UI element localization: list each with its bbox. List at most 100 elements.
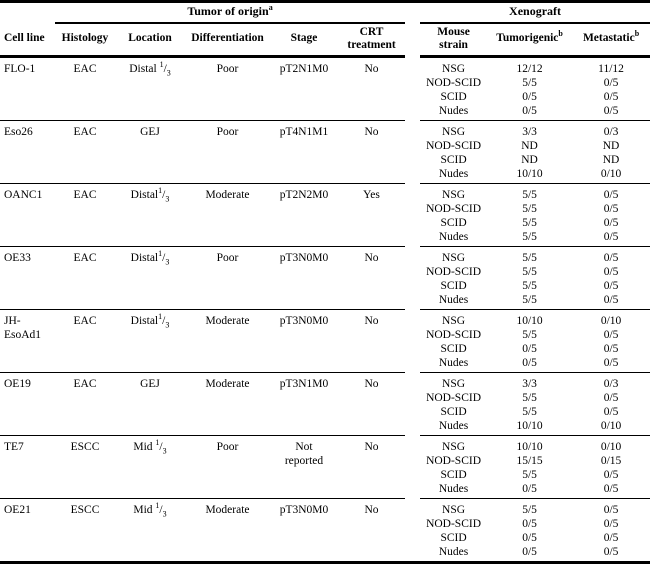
tumorigenic-value: 3/3 [522, 377, 537, 390]
histology-value: EAC [55, 55, 115, 120]
tumorigenic-value: 5/5 [522, 391, 537, 404]
metastatic-values: 0/5 0/5 0/5 0/5 [572, 497, 650, 564]
table-row: FLO-1 EAC Distal 1/3 Poor pT2N1M0 No NSG NOD-SC… [0, 55, 650, 120]
tumorigenic-value: 5/5 [522, 251, 537, 264]
metastatic-values: 0/3 ND ND 0/10 [572, 119, 650, 183]
metastatic-value: ND [602, 139, 620, 152]
stage-value: pT3N1M0 [270, 371, 338, 435]
metastatic-value: 0/5 [603, 531, 619, 544]
mouse-strain-value: Nudes [438, 167, 469, 180]
mouse-strain-value: SCID [440, 405, 467, 418]
mouse-strain-value: SCID [440, 468, 467, 481]
tumorigenic-value: 0/5 [522, 545, 537, 558]
crt-treatment-value: Yes [338, 182, 406, 246]
cell-line-name: FLO-1 [0, 55, 55, 120]
tumorigenic-values: 5/5 5/5 5/5 5/5 [487, 182, 573, 246]
table-row: OE21 ESCC Mid 1/3 Moderate pT3N0M0 No NSG NOD-S… [0, 497, 650, 564]
tumorigenic-value: 5/5 [522, 503, 537, 516]
mouse-strain-values: NSG NOD-SCID SCID Nudes [420, 308, 488, 372]
tumorigenic-values: 10/10 15/15 5/5 0/5 [487, 434, 573, 498]
cell-line-header-spacer [0, 0, 55, 23]
metastatic-value: 0/5 [603, 90, 619, 103]
tumorigenic-value: 0/5 [522, 517, 537, 530]
xenograft-label: Xenograft [509, 3, 562, 18]
tumorigenic-value: 5/5 [522, 265, 537, 278]
crt-treatment-column-header: CRT treatment [338, 22, 406, 58]
tumorigenic-value: 5/5 [522, 188, 537, 201]
mouse-strain-values: NSG NOD-SCID SCID Nudes [420, 119, 488, 183]
mouse-strain-values: NSG NOD-SCID SCID Nudes [420, 55, 488, 120]
metastatic-value: 0/5 [603, 342, 619, 355]
mouse-strain-value: NSG [442, 377, 466, 390]
crt-treatment-value: No [338, 119, 406, 183]
fraction-numerator: 1 [155, 437, 160, 447]
location-value: Distal1/3 [115, 308, 185, 372]
group-header-row: Tumor of origina Xenograft [0, 0, 650, 24]
tumorigenic-value: 5/5 [522, 230, 537, 243]
xenograft-group-header: Xenograft [420, 0, 650, 24]
mouse-strain-value: NOD-SCID [426, 76, 482, 89]
tumorigenic-values: 5/5 5/5 5/5 5/5 [487, 245, 573, 309]
tumorigenic-value: 10/10 [516, 440, 543, 453]
location-value: Distal1/3 [115, 245, 185, 309]
differentiation-value: Poor [185, 55, 270, 120]
crt-treatment-value: No [338, 55, 406, 120]
metastatic-value: 0/5 [603, 405, 619, 418]
mouse-strain-value: SCID [440, 342, 467, 355]
stage-value: pT2N2M0 [270, 182, 338, 246]
tumorigenic-value: 5/5 [522, 76, 537, 89]
tumorigenic-value: 5/5 [522, 293, 537, 306]
crt-treatment-value: No [338, 308, 406, 372]
table-row: TE7 ESCC Mid 1/3 Poor Not reported No NSG NOD-S… [0, 434, 650, 498]
footnote-marker-a: a [268, 2, 273, 12]
mouse-strain-label: Mouse strain [437, 25, 470, 51]
metastatic-value: 0/5 [603, 517, 619, 530]
table-row: Eso26 EAC GEJ Poor pT4N1M1 No NSG NOD-SCID SCID N… [0, 119, 650, 183]
cell-line-name: TE7 [0, 434, 55, 498]
mouse-strain-value: NOD-SCID [426, 265, 482, 278]
metastatic-values: 0/5 0/5 0/5 0/5 [572, 245, 650, 309]
tumorigenic-value: 0/5 [522, 90, 537, 103]
fraction-numerator: 1 [158, 248, 163, 258]
metastatic-label: Metastatic [582, 32, 635, 44]
table-row: OE19 EAC GEJ Moderate pT3N1M0 No NSG NOD-SCID SC… [0, 371, 650, 435]
cell-line-name: OE21 [0, 497, 55, 564]
mouse-strain-value: NSG [442, 440, 466, 453]
tumorigenic-value: 15/15 [516, 454, 543, 467]
metastatic-value: 0/5 [603, 279, 619, 292]
mouse-strain-value: NOD-SCID [426, 454, 482, 467]
metastatic-value: 0/5 [603, 251, 619, 264]
histology-value: ESCC [55, 434, 115, 498]
metastatic-value: 0/5 [603, 230, 619, 243]
differentiation-value: Moderate [185, 497, 270, 564]
stage-value: pT3N0M0 [270, 308, 338, 372]
mouse-strain-value: NSG [442, 251, 466, 264]
table-body: FLO-1 EAC Distal 1/3 Poor pT2N1M0 No NSG NOD-SC… [0, 55, 650, 564]
mouse-strain-value: NSG [442, 62, 466, 75]
metastatic-value: 0/5 [603, 104, 619, 117]
mouse-strain-value: NSG [442, 188, 466, 201]
mouse-strain-value: Nudes [438, 230, 469, 243]
tumorigenic-values: 5/5 0/5 0/5 0/5 [487, 497, 573, 564]
tumor-of-origin-label: Tumor of origin [187, 3, 269, 18]
location-value: Distal 1/3 [115, 55, 185, 120]
metastatic-value: 0/5 [603, 188, 619, 201]
section-gap [405, 120, 420, 183]
stage-value: pT4N1M1 [270, 119, 338, 183]
fraction-numerator: 1 [158, 311, 163, 321]
histology-value: EAC [55, 119, 115, 183]
mouse-strain-value: Nudes [438, 545, 469, 558]
table-row: OANC1 EAC Distal1/3 Moderate pT2N2M0 Yes NSG NO… [0, 182, 650, 246]
metastatic-value: 0/3 [603, 125, 619, 138]
fraction-denominator: 3 [162, 445, 167, 455]
tumorigenic-value: 12/12 [516, 62, 543, 75]
section-gap [405, 183, 420, 246]
tumorigenic-value: 10/10 [516, 314, 543, 327]
mouse-strain-value: NOD-SCID [426, 391, 482, 404]
section-gap [405, 0, 421, 23]
mouse-strain-value: Nudes [438, 356, 469, 369]
location-value: Mid 1/3 [115, 497, 185, 564]
tumorigenic-value: 0/5 [522, 342, 537, 355]
section-gap [405, 56, 420, 120]
tumorigenic-values: 12/12 5/5 0/5 0/5 [487, 55, 573, 120]
